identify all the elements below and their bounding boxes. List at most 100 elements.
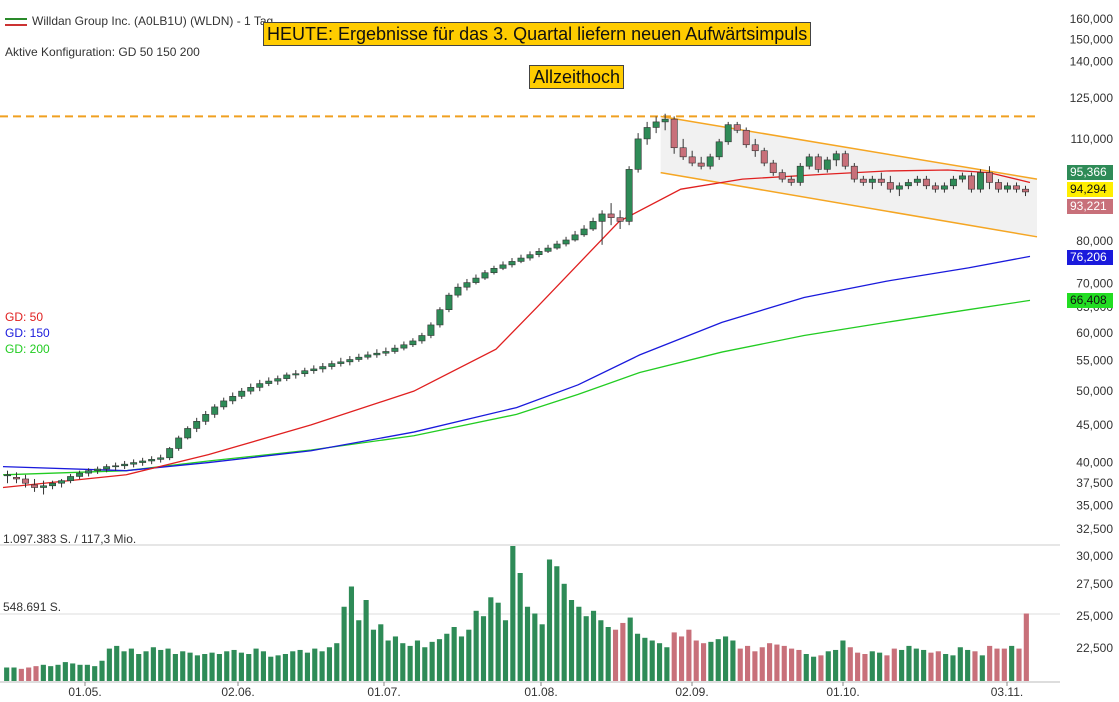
candle-body bbox=[958, 175, 966, 180]
volume-bar bbox=[921, 649, 927, 681]
volume-bar bbox=[77, 664, 83, 681]
candle-body bbox=[4, 474, 11, 477]
volume-bar bbox=[429, 641, 435, 681]
candle-body bbox=[400, 344, 408, 349]
candle-body bbox=[382, 351, 390, 354]
candle-body bbox=[625, 169, 633, 222]
candle-body bbox=[256, 383, 264, 388]
candle-body bbox=[436, 309, 444, 326]
price-tick-label: 160,000 bbox=[1070, 12, 1114, 26]
instrument-title: Willdan Group Inc. (A0LB1U) (WLDN) - 1 T… bbox=[5, 14, 273, 28]
channel-upper-line bbox=[660, 115, 1038, 180]
volume-bar bbox=[378, 624, 384, 681]
volume-bar bbox=[194, 655, 200, 681]
x-tick-label: 01.10. bbox=[826, 685, 859, 699]
candle-body bbox=[409, 340, 417, 346]
candle-body bbox=[274, 378, 282, 382]
all-time-high-banner: Allzeithoch bbox=[529, 65, 625, 89]
volume-bar bbox=[436, 639, 443, 681]
volume-bar bbox=[172, 654, 178, 681]
volume-bar bbox=[282, 654, 288, 681]
volume-bar bbox=[70, 663, 76, 681]
candle-body bbox=[427, 324, 435, 336]
volume-bar bbox=[576, 606, 582, 681]
gd200-line bbox=[2, 299, 1031, 476]
candle-body bbox=[922, 178, 930, 187]
candle-body bbox=[886, 182, 894, 190]
candle-body bbox=[706, 156, 714, 167]
volume-bar bbox=[187, 652, 193, 681]
volume-bar bbox=[847, 647, 853, 681]
headline-banner: HEUTE: Ergebnisse für das 3. Quartal lie… bbox=[263, 22, 812, 46]
candle-body bbox=[121, 463, 129, 467]
candle-body bbox=[139, 460, 147, 463]
volume-bar bbox=[92, 666, 98, 681]
volume-bar bbox=[62, 662, 68, 681]
volume-bar bbox=[106, 648, 112, 681]
candle-body bbox=[517, 257, 525, 262]
x-tick-label: 01.07. bbox=[367, 685, 400, 699]
volume-bar bbox=[884, 655, 890, 681]
candle-body bbox=[643, 127, 651, 140]
candle-body bbox=[13, 476, 20, 480]
candle-body bbox=[481, 272, 489, 279]
x-tick-label: 02.09. bbox=[675, 685, 708, 699]
candle-body bbox=[949, 178, 957, 187]
candle-body bbox=[553, 243, 561, 249]
candle-body bbox=[58, 480, 66, 484]
price-tick-label: 37,500 bbox=[1076, 476, 1113, 490]
candle-body bbox=[859, 178, 867, 183]
candle-body bbox=[715, 141, 723, 158]
candle-body bbox=[679, 147, 687, 158]
volume-bar bbox=[678, 636, 685, 681]
candle-body bbox=[805, 156, 813, 167]
volume-bar bbox=[781, 645, 787, 681]
volume-bar bbox=[605, 627, 611, 681]
volume-bar bbox=[590, 610, 597, 681]
candle-body bbox=[310, 368, 318, 372]
volume-bar bbox=[855, 652, 861, 681]
channel-lower-line bbox=[660, 171, 1038, 238]
volume-bar bbox=[664, 647, 670, 681]
volume-tick-label: 25,000 bbox=[1076, 609, 1113, 623]
volume-bar bbox=[972, 651, 978, 681]
volume-bar bbox=[473, 610, 479, 681]
volume-bar bbox=[268, 656, 274, 681]
volume-bar bbox=[737, 648, 743, 681]
volume-bar bbox=[216, 654, 222, 681]
price-tick-label: 35,000 bbox=[1076, 498, 1113, 512]
volume-bar bbox=[297, 649, 303, 681]
volume-bar bbox=[803, 654, 809, 681]
volume-bar bbox=[231, 649, 237, 681]
volume-bar bbox=[348, 586, 355, 681]
candle-body bbox=[319, 366, 327, 370]
candle-body bbox=[724, 124, 732, 143]
x-tick-label: 03.11. bbox=[991, 685, 1023, 699]
volume-bar bbox=[363, 600, 369, 681]
candle-body bbox=[607, 213, 615, 218]
volume-bar bbox=[524, 606, 531, 681]
candle-body bbox=[562, 239, 570, 245]
candle-body bbox=[247, 387, 255, 392]
gd50-line bbox=[2, 169, 1031, 489]
volume-bar bbox=[488, 597, 494, 681]
volume-bar bbox=[862, 654, 868, 681]
candle-body bbox=[526, 254, 534, 259]
volume-bar bbox=[627, 617, 633, 681]
gd150-value-badge: 76,206 bbox=[1067, 250, 1113, 265]
volume-bar bbox=[334, 643, 340, 681]
volume-bar bbox=[957, 647, 963, 681]
volume-bar bbox=[392, 636, 399, 681]
volume-bar bbox=[517, 573, 523, 681]
volume-bar bbox=[1001, 648, 1007, 681]
candle-body bbox=[1004, 185, 1011, 190]
candle-body bbox=[868, 178, 876, 183]
price-tick-label: 40,000 bbox=[1076, 456, 1113, 470]
volume-bar bbox=[546, 559, 553, 681]
volume-bar bbox=[55, 664, 61, 681]
volume-bar bbox=[319, 651, 325, 681]
x-tick-label: 02.06. bbox=[221, 685, 254, 699]
volume-bar bbox=[730, 640, 736, 681]
candle-body bbox=[931, 185, 939, 190]
